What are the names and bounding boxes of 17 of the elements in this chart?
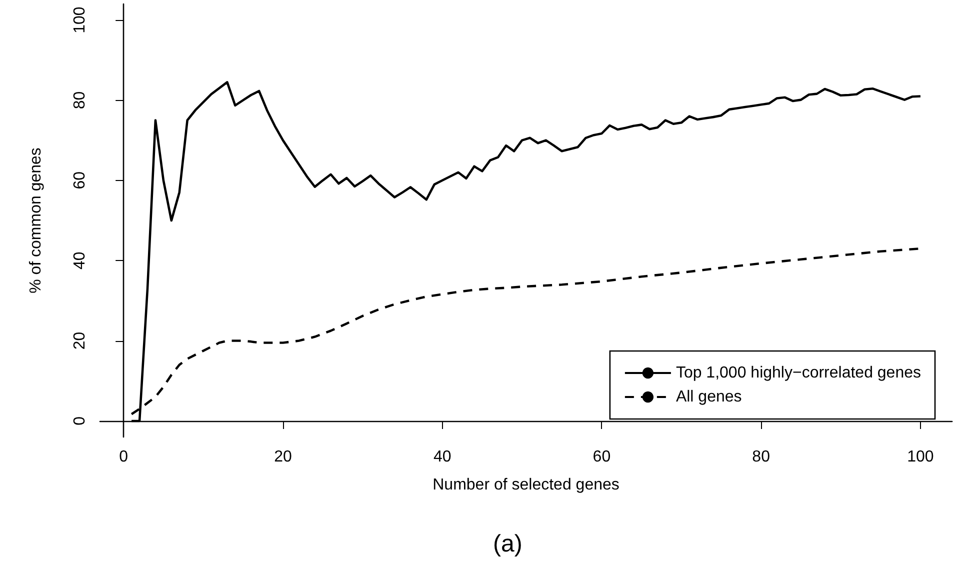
y-tick-label: 40 xyxy=(72,252,88,270)
y-tick-label: 0 xyxy=(72,416,88,426)
x-tick-label: 100 xyxy=(907,448,934,466)
y-axis-title: % of common genes xyxy=(28,148,44,294)
x-tick-label: 80 xyxy=(752,448,770,466)
x-tick-label: 20 xyxy=(274,448,292,466)
text: (a) xyxy=(492,530,522,558)
x-tick-label: 60 xyxy=(592,448,611,466)
y-tick-label: 100 xyxy=(72,6,88,34)
y-tick-label: 80 xyxy=(72,91,88,110)
y-tick-label: 20 xyxy=(72,332,88,350)
x-axis-title: Number of selected genes xyxy=(432,476,620,494)
legend-label: Top 1,000 highly−correlated genes xyxy=(676,364,921,382)
x-tick-label: 40 xyxy=(433,448,452,466)
x-tick-label: 0 xyxy=(119,448,128,466)
legend-label: All genes xyxy=(676,388,742,406)
y-tick-label: 60 xyxy=(72,171,88,190)
